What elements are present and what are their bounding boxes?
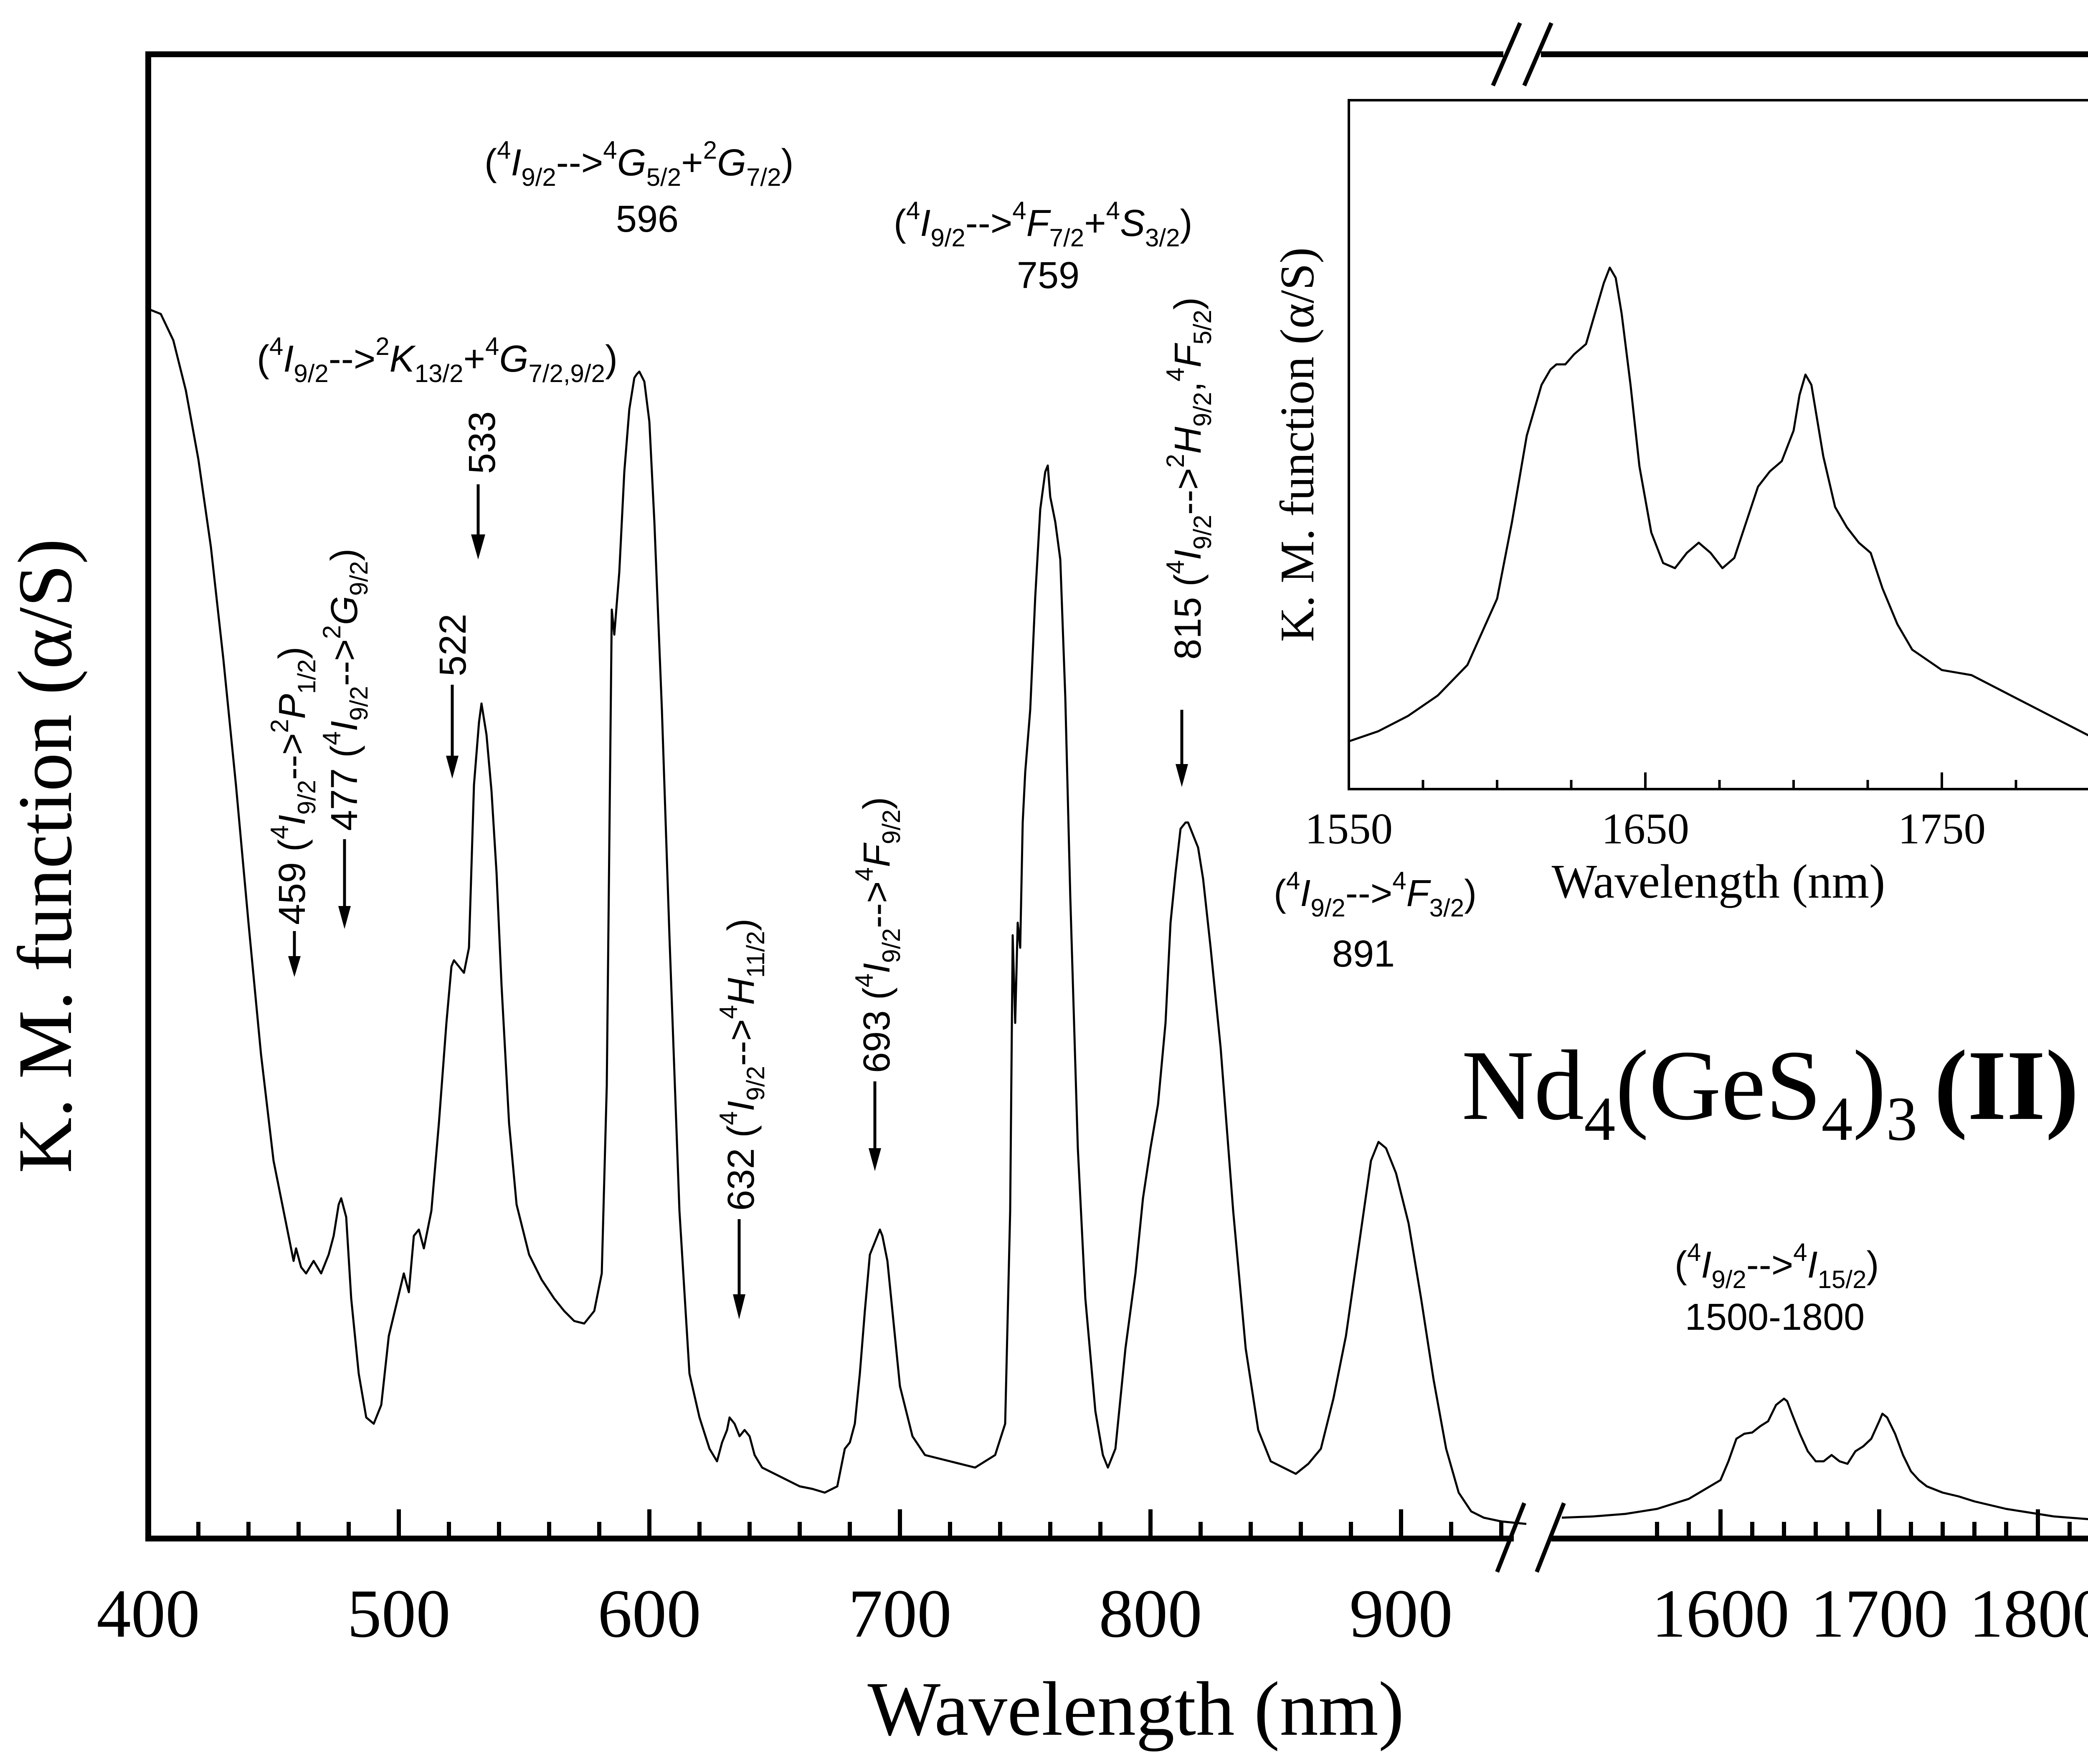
compound-sub-s: 4 [1822,1084,1853,1154]
spectrum-line-nir [1561,1397,2088,1520]
annotation-596: (4I9/2-->4G5/2+2G7/2) 596 [484,136,793,240]
annotation-891: (4I9/2-->4F3/2) 891 [1274,867,1477,975]
inset-x-tick-label-1650: 1650 [1601,804,1689,853]
inset-frame [1348,99,2088,790]
annotation-891-transition: (4I9/2-->4F3/2) [1274,867,1477,922]
annotation-596-value: 596 [616,198,679,240]
break-bottom-2 [1535,1502,1566,1573]
x-tick-label-1700: 1700 [1810,1575,1948,1652]
x-tick-label-700: 700 [848,1575,952,1652]
inset-x-tick-label-1550: 1550 [1305,804,1393,853]
annotation-nir-value: 1500-1800 [1685,1296,1865,1338]
compound-nd: Nd [1462,1030,1584,1141]
compound-close: ) [1853,1030,1886,1141]
annotation-596-transition: (4I9/2-->4G5/2+2G7/2) [484,136,793,191]
x-tick-label-800: 800 [1099,1575,1202,1652]
inset-x-ticks [1348,772,2017,789]
label-815-arrowhead [1176,764,1188,787]
annotation-nir: (4I9/2-->4I15/2) 1500-1800 [1675,1238,1879,1338]
label-693-text: 693 (4I9/2-->4F9/2) [850,797,905,1073]
spectrum-line-visible [148,308,1527,1525]
inset-y-axis-title: K. M. function (α/S) [1271,247,1324,642]
label-459: 459 (4I9/2-->2P1/2) [266,647,321,977]
x-tick-label-1800: 1800 [1969,1575,2088,1652]
main-axes-frame [145,51,2088,1541]
label-815-text: 815 (4I9/2-->2H9/2,4F5/2) [1161,297,1216,660]
break-bottom-1 [1495,1502,1526,1573]
x-tick-label-400: 400 [96,1575,200,1652]
x-tick-label-900: 900 [1349,1575,1453,1652]
annotation-nir-transition: (4I9/2-->4I15/2) [1675,1238,1879,1293]
label-477: 477 (4I9/2-->2G9/2) [318,549,373,929]
annotation-533: (4I9/2-->2K13/2+4G7/2,9/2) 533 [257,332,618,559]
x-tick-label-500: 500 [347,1575,451,1652]
annotation-533-arrowhead [471,534,485,559]
x-tick-label-600: 600 [598,1575,701,1652]
annotation-759-transition: (4I9/2-->4F7/2+4S3/2) [894,197,1192,252]
label-815: 815 (4I9/2-->2H9/2,4F5/2) [1161,297,1216,787]
compound-label: Nd4(GeS4)3 (II) [1462,1030,2079,1154]
break-top-2 [1522,22,1553,86]
main-x-ticks [196,1509,2072,1539]
axis-break-marks [1491,22,1566,1573]
label-522-text: 522 [432,614,474,676]
label-522-arrowhead [446,756,459,779]
label-693-arrowhead [869,1148,881,1171]
label-477-arrowhead [338,906,351,929]
inset-x-axis-title: Wavelength (nm) [1552,855,1885,908]
x-tick-label-1600: 1600 [1652,1575,1789,1652]
label-459-arrowhead [288,956,301,977]
label-459-text: 459 (4I9/2-->2P1/2) [266,647,321,925]
compound-sub-3: 3 [1886,1084,1918,1154]
annotation-533-transition: (4I9/2-->2K13/2+4G7/2,9/2) [257,332,618,387]
inset-chart: 1550 1650 1750 Wavelength (nm) K. M. funct… [1271,99,2088,908]
break-top-1 [1491,22,1522,86]
compound-sub-nd: 4 [1584,1084,1615,1154]
compound-roman: (II) [1934,1030,2079,1141]
compound-ges: (GeS [1615,1030,1821,1141]
main-y-axis-title: K. M. function (α/S) [3,539,88,1173]
label-632: 632 (4I9/2-->4H11/2) [715,919,770,1319]
inset-x-tick-labels: 1550 1650 1750 [1305,804,1986,853]
annotation-759: (4I9/2-->4F7/2+4S3/2) 759 [894,197,1192,296]
label-477-text: 477 (4I9/2-->2G9/2) [318,549,373,831]
inset-x-tick-label-1750: 1750 [1898,804,1986,853]
main-x-tick-labels: 400 500 600 700 800 900 1600 1700 1800 [96,1575,2088,1652]
label-632-arrowhead [733,1294,745,1319]
annotation-891-value: 891 [1332,933,1395,975]
annotation-533-value: 533 [461,411,503,474]
inset-spectrum-line [1348,266,2088,742]
label-693: 693 (4I9/2-->4F9/2) [850,797,905,1171]
label-522: 522 [432,614,474,779]
annotation-759-value: 759 [1017,255,1079,296]
label-632-text: 632 (4I9/2-->4H11/2) [715,919,770,1211]
main-x-axis-title: Wavelength (nm) [868,1666,1404,1752]
